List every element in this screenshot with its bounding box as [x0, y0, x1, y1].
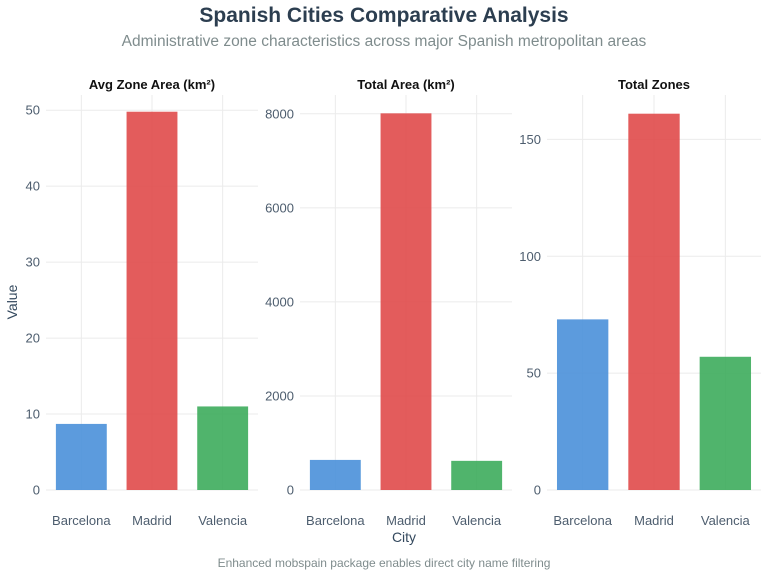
y-tick-label: 150 [519, 132, 541, 147]
facet-title: Total Area (km²) [357, 77, 455, 92]
y-tick-label: 30 [26, 255, 40, 270]
y-tick-label: 0 [534, 483, 541, 498]
y-tick-label: 20 [26, 331, 40, 346]
bar-barcelona [556, 319, 609, 490]
facet-panel-1: 0 10 20 30 40 50 Barcelona Madrid Valencia Avg Zo… [26, 77, 258, 528]
y-tick-label: 40 [26, 179, 40, 194]
facet-panel-2: 0 2000 4000 6000 8000 Barcelona Madrid Valencia… [265, 77, 512, 528]
bar-madrid [126, 111, 178, 490]
facet-panel-3: 0 50 100 150 Barcelona Madrid Valencia Total Zo… [519, 77, 761, 528]
y-tick-label: 4000 [265, 294, 294, 309]
x-tick-label: Madrid [634, 513, 674, 528]
bar-valencia [451, 460, 503, 490]
y-tick-label: 50 [26, 103, 40, 118]
bar-barcelona [309, 459, 361, 490]
bar-barcelona [55, 423, 107, 490]
chart-caption: Enhanced mobspain package enables direct… [217, 556, 551, 570]
x-tick-label: Valencia [701, 513, 751, 528]
y-tick-label: 50 [527, 366, 541, 381]
chart-title: Spanish Cities Comparative Analysis [199, 4, 569, 27]
x-tick-label: Madrid [386, 513, 426, 528]
y-tick-label: 0 [33, 483, 40, 498]
y-tick-label: 2000 [265, 388, 294, 403]
x-tick-label: Madrid [132, 513, 172, 528]
y-tick-label: 10 [26, 407, 40, 422]
x-tick-label: Barcelona [306, 513, 365, 528]
x-tick-label: Barcelona [52, 513, 111, 528]
y-tick-label: 6000 [265, 200, 294, 215]
bar-valencia [197, 406, 249, 490]
facet-title: Avg Zone Area (km²) [89, 77, 215, 92]
bar-madrid [380, 113, 432, 490]
x-tick-label: Valencia [198, 513, 248, 528]
y-tick-label: 8000 [265, 106, 294, 121]
bar-valencia [699, 356, 752, 490]
facet-title: Total Zones [618, 77, 690, 92]
x-tick-label: Valencia [452, 513, 502, 528]
bar-madrid [628, 113, 680, 490]
x-axis-label: City [391, 529, 417, 545]
y-tick-label: 0 [287, 483, 294, 498]
x-tick-label: Barcelona [553, 513, 612, 528]
y-tick-label: 100 [519, 249, 541, 264]
chart-subtitle: Administrative zone characteristics acro… [121, 33, 647, 50]
